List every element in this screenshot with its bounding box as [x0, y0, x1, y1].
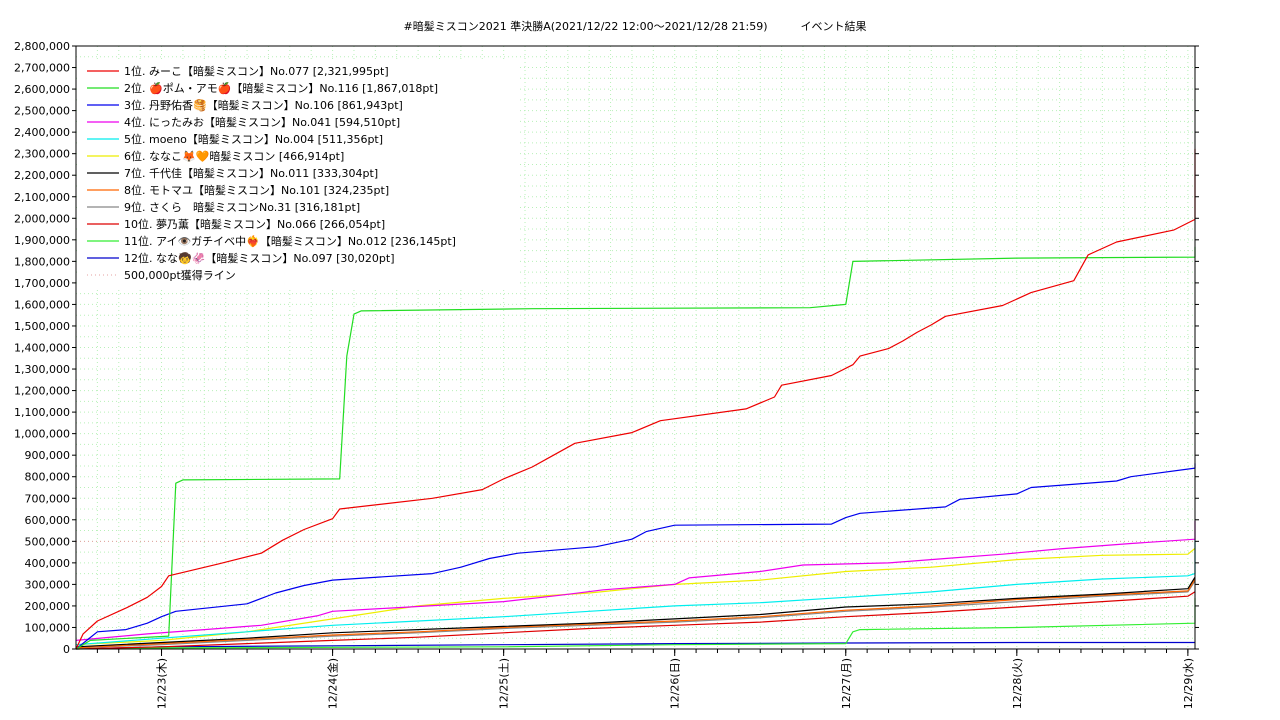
legend-label: 11位. アイ👁️ガチイベ中❤️‍🔥【暗髪ミスコン】No.012 [236,14… — [124, 234, 456, 248]
y-tick-label: 600,000 — [25, 514, 71, 527]
legend-label: 12位. なな🧒🦑【暗髪ミスコン】No.097 [30,020pt] — [124, 251, 395, 265]
series-line — [75, 538, 1196, 646]
series-line — [75, 591, 1196, 650]
y-tick-label: 700,000 — [25, 492, 71, 505]
legend-label: 8位. モトマユ【暗髪ミスコン】No.101 [324,235pt] — [124, 183, 389, 197]
y-tick-label: 1,500,000 — [14, 320, 70, 333]
series-lines — [75, 148, 1196, 650]
legend: 1位. みーこ【暗髪ミスコン】No.077 [2,321,995pt] 2位. 🍎… — [77, 60, 517, 290]
y-tick-label: 500,000 — [25, 535, 71, 548]
x-tick-label: 12/24(金) — [326, 658, 340, 709]
x-tick-label: 12/25(土) — [498, 658, 511, 709]
y-tick-label: 2,500,000 — [14, 105, 70, 118]
y-tick-label: 1,400,000 — [14, 342, 70, 355]
legend-label: 10位. 夢乃薫【暗髪ミスコン】No.066 [266,054pt] — [124, 217, 385, 231]
y-tick-label: 1,200,000 — [14, 385, 70, 398]
y-tick-label: 100,000 — [25, 621, 71, 634]
legend-label: 1位. みーこ【暗髪ミスコン】No.077 [2,321,995pt] — [124, 64, 389, 78]
legend-label: 9位. さくら 暗髪ミスコンNo.31 [316,181pt] — [124, 200, 360, 214]
y-tick-label: 2,700,000 — [14, 62, 70, 75]
y-tick-label: 1,300,000 — [14, 363, 70, 376]
legend-label: 3位. 丹野佑香🥞【暗髪ミスコン】No.106 [861,943pt] — [124, 98, 403, 113]
series-line — [75, 580, 1196, 649]
y-tick-label: 1,000,000 — [14, 428, 70, 441]
y-tick-label: 400,000 — [25, 557, 71, 570]
legend-background — [77, 60, 517, 290]
y-tick-label: 300,000 — [25, 578, 71, 591]
x-axis: 12/23(木) 12/24(金) 12/25(土) 12/26(日) 12/27(月)… — [96, 649, 1195, 709]
legend-label: 4位. にったみお【暗髪ミスコン】No.041 [594,510pt] — [124, 115, 400, 129]
y-tick-label: 0 — [63, 643, 70, 656]
series-line — [75, 641, 1195, 650]
series-line — [75, 576, 1196, 648]
legend-label-reference: 500,000pt獲得ライン — [124, 269, 236, 282]
series-line — [75, 521, 1196, 641]
y-tick-label: 800,000 — [25, 471, 71, 484]
x-tick-label: 12/23(木) — [156, 658, 169, 709]
y-tick-label: 200,000 — [25, 600, 71, 613]
x-tick-label: 12/27(月) — [840, 658, 853, 709]
y-tick-label: 1,600,000 — [14, 298, 70, 311]
y-tick-label: 2,400,000 — [14, 126, 70, 139]
legend-label: 5位. moeno【暗髪ミスコン】No.004 [511,356pt] — [124, 132, 383, 146]
y-tick-label: 1,800,000 — [14, 255, 70, 268]
y-tick-label: 1,100,000 — [14, 406, 70, 419]
chart-title: #暗髪ミスコン2021 準決勝A(2021/12/22 12:00～2021/1… — [403, 19, 866, 33]
x-tick-label: 12/28(火) — [1011, 658, 1024, 709]
series-line — [75, 246, 1196, 650]
y-tick-label: 1,700,000 — [14, 277, 70, 290]
x-tick-label: 12/29(水) — [1182, 658, 1195, 709]
y-tick-label: 2,000,000 — [14, 212, 70, 225]
series-line — [75, 578, 1196, 649]
legend-label: 6位. ななこ🦊🧡暗髪ミスコン [466,914pt] — [124, 149, 344, 163]
y-tick-label: 2,800,000 — [14, 40, 70, 53]
legend-label: 2位. 🍎ポム・アモ🍎【暗髪ミスコン】No.116 [1,867,018pt] — [124, 81, 438, 95]
x-tick-label: 12/26(日) — [669, 658, 682, 709]
y-axis: 0 100,000 200,000 300,000 400,000 500,000 600,… — [14, 40, 1199, 656]
y-tick-label: 2,200,000 — [14, 169, 70, 182]
series-line — [75, 148, 1196, 650]
y-tick-label: 2,600,000 — [14, 83, 70, 96]
y-tick-label: 900,000 — [25, 449, 71, 462]
series-line — [75, 547, 1196, 646]
y-tick-label: 1,900,000 — [14, 234, 70, 247]
legend-label: 7位. 千代佳【暗髪ミスコン】No.011 [333,304pt] — [124, 166, 378, 180]
y-tick-label: 2,100,000 — [14, 191, 70, 204]
y-tick-label: 2,300,000 — [14, 148, 70, 161]
series-line — [75, 463, 1196, 650]
